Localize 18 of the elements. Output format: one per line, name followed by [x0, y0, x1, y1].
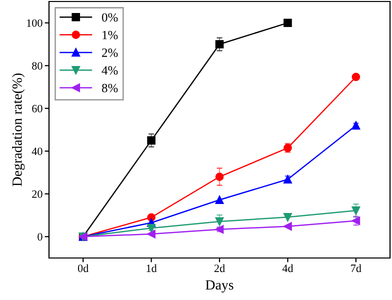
x-tick-label: 4d — [282, 264, 294, 272]
legend-label: 0% — [102, 13, 118, 22]
legend-label: 4% — [102, 66, 118, 75]
y-axis-title: Degradation rate(%) — [12, 73, 25, 186]
y-tick-label: 40 — [32, 148, 42, 156]
y-tick-label: 20 — [32, 190, 42, 198]
legend-label: 8% — [102, 84, 118, 92]
y-tick-label: 60 — [32, 104, 42, 112]
y-tick-label: 80 — [32, 62, 42, 70]
x-tick-label: 1d — [146, 264, 157, 272]
x-tick-label: 0d — [78, 264, 89, 272]
x-tick-label: 7d — [351, 264, 362, 272]
legend-label: 2% — [102, 48, 118, 57]
legend-label: 1% — [102, 30, 118, 40]
y-tick-label: 100 — [27, 19, 42, 27]
x-tick-label: 2d — [214, 264, 225, 272]
x-axis-title: Days — [206, 280, 234, 292]
y-tick-label: 0 — [38, 233, 42, 241]
